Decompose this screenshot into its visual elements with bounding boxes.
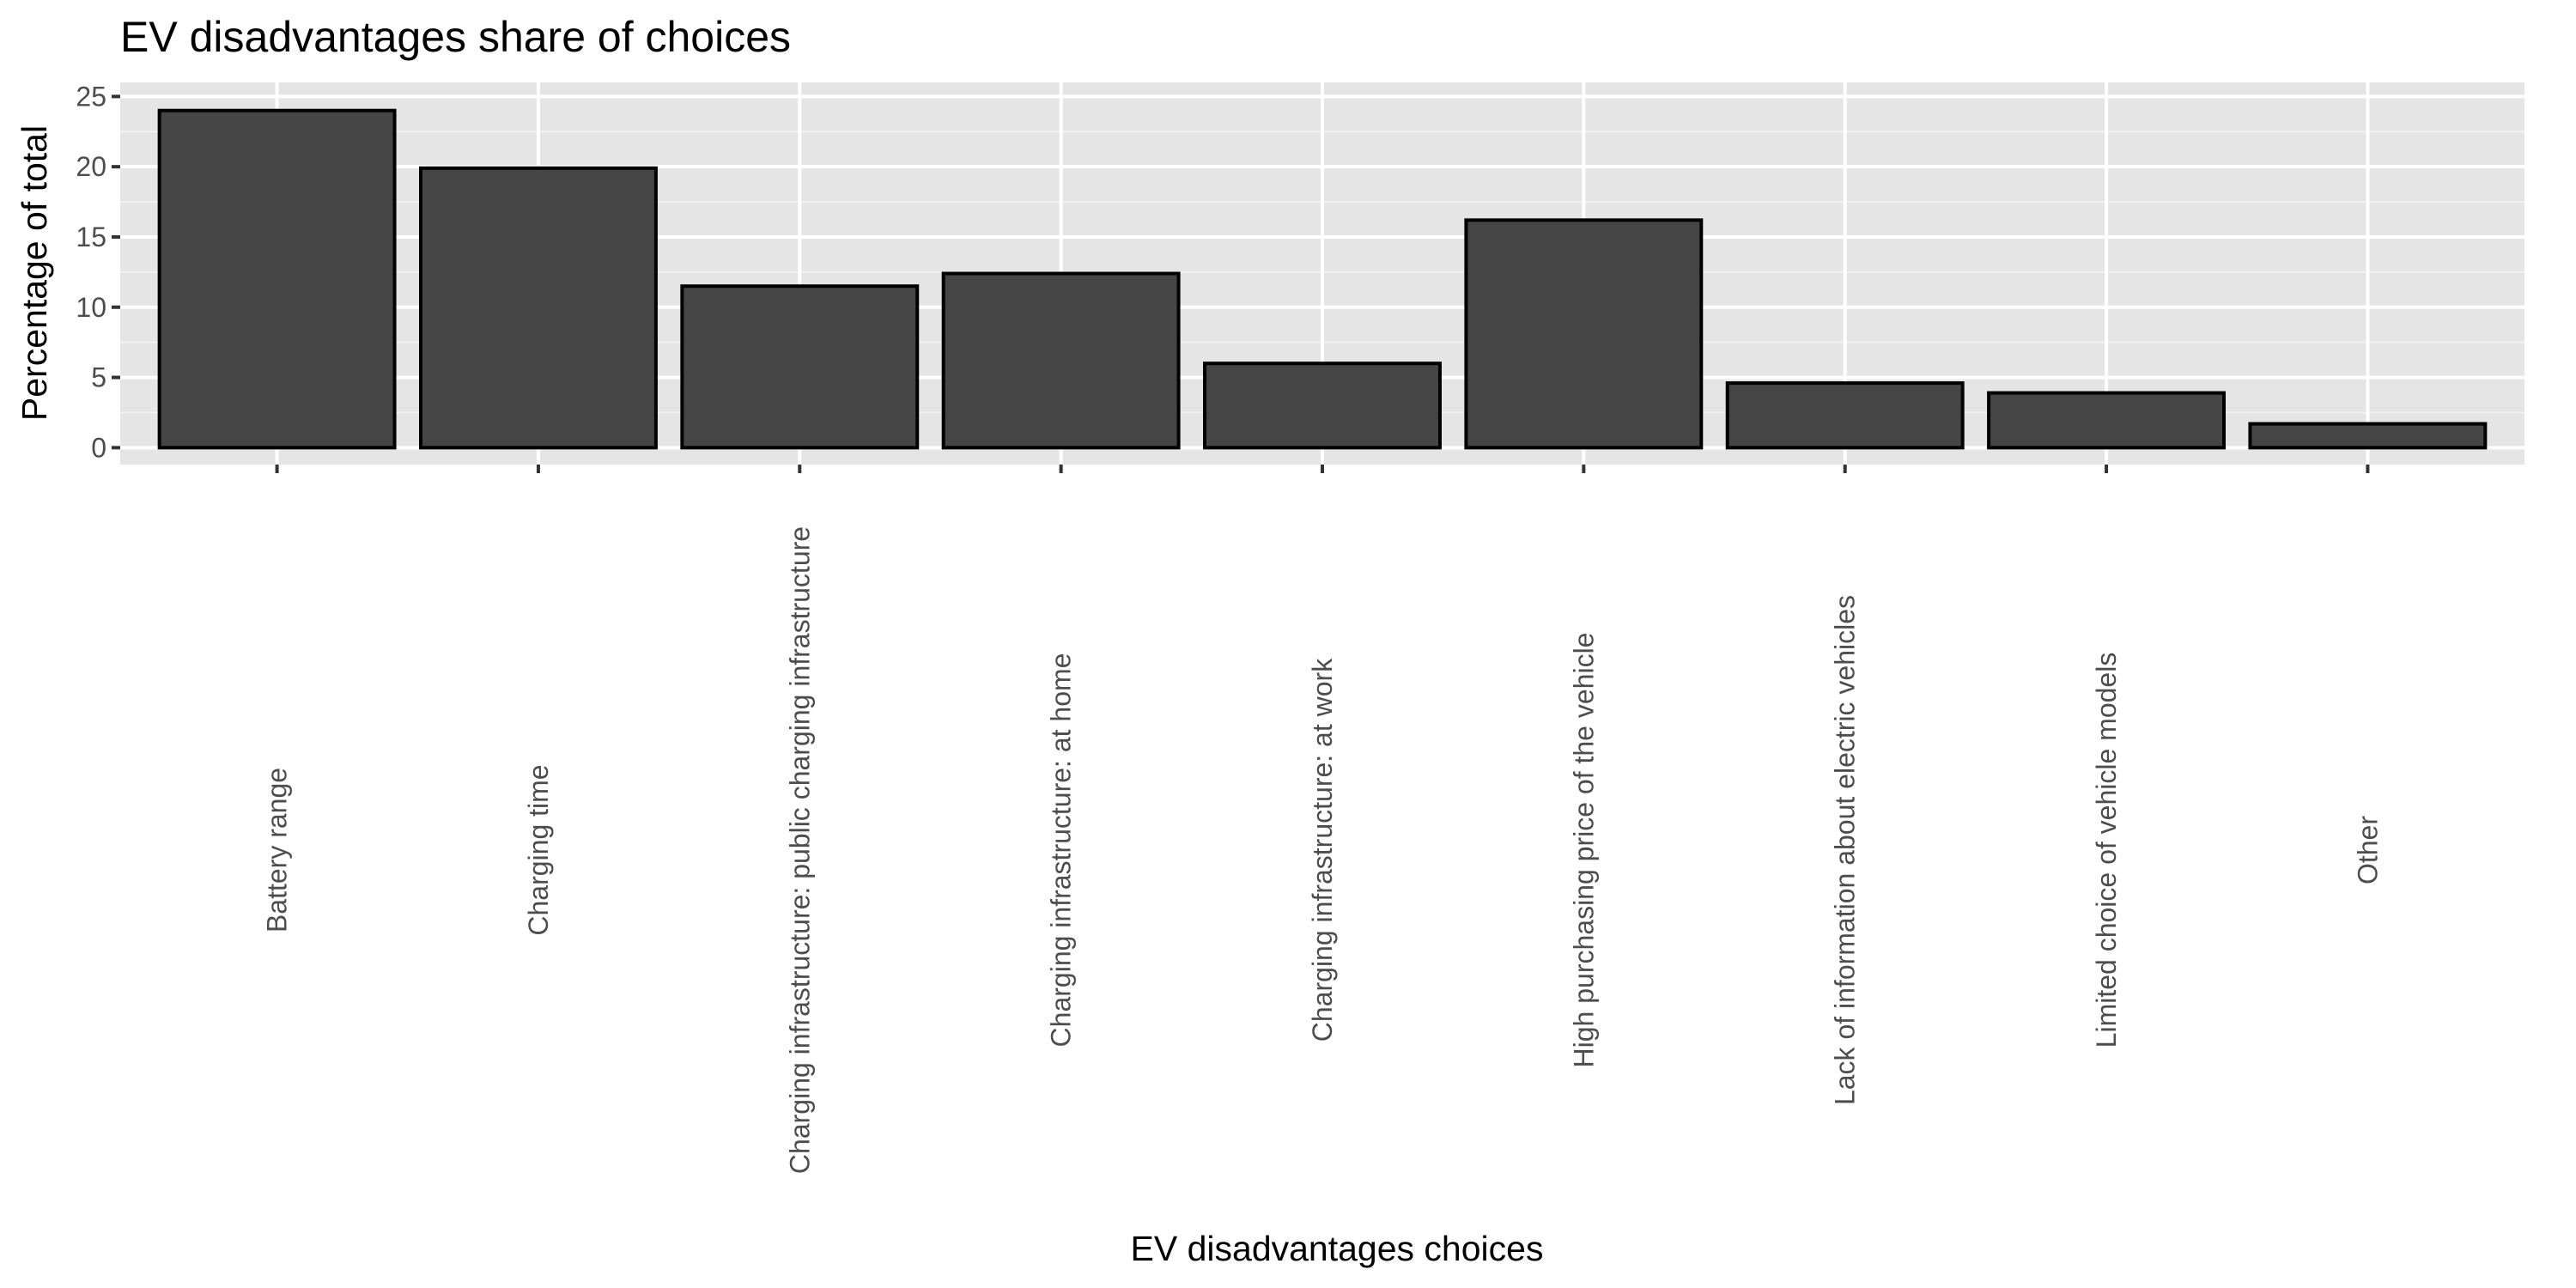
chart-title: EV disadvantages share of choices: [120, 13, 791, 61]
y-tick-label: 5: [91, 362, 106, 393]
bar: [941, 271, 1181, 450]
x-tick-label: Charging infrastructure: public charging…: [784, 526, 815, 1174]
bar: [1725, 381, 1965, 450]
y-tick-label: 25: [76, 81, 106, 112]
bar: [1987, 391, 2226, 450]
x-tick-label: Battery range: [262, 768, 293, 933]
x-tick-label: Lack of information about electric vehic…: [1830, 595, 1861, 1105]
y-tick-label: 15: [76, 222, 106, 252]
y-axis: 0 5 10 15 20 25: [76, 81, 120, 463]
y-axis-title: Percentage of total: [15, 125, 54, 421]
bar: [680, 284, 920, 450]
y-tick-label: 10: [76, 292, 106, 323]
bar: [2248, 422, 2488, 450]
x-axis-title: EV disadvantages choices: [1131, 1229, 1544, 1268]
x-tick-label: Charging infrastructure: at home: [1046, 653, 1077, 1048]
x-tick-label: Charging infrastructure: at work: [1307, 658, 1338, 1042]
x-tick-label: High purchasing price of the vehicle: [1568, 633, 1599, 1068]
y-tick-label: 20: [76, 151, 106, 182]
bar: [419, 166, 658, 450]
x-tick-label: Charging time: [523, 764, 554, 935]
y-tick-label: 0: [91, 432, 106, 463]
bar-series: [157, 108, 2488, 450]
x-tick-label: Other: [2352, 816, 2383, 884]
bar: [157, 108, 397, 450]
x-tick-label: Limited choice of vehicle models: [2091, 653, 2122, 1048]
bar: [1464, 218, 1704, 450]
bar: [1203, 361, 1442, 450]
x-axis: Battery range Charging time Charging infra…: [262, 465, 2383, 1174]
